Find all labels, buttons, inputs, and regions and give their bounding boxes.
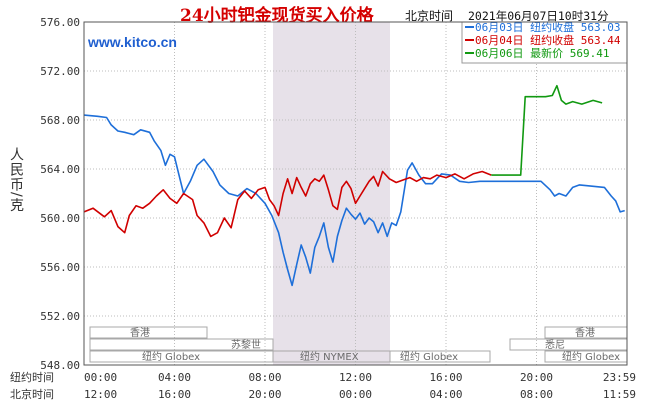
market-sydney: 悉尼 <box>545 339 565 351</box>
x-tick-label-bj: 04:00 <box>429 388 462 401</box>
x-tick-label-bj: 16:00 <box>158 388 191 401</box>
y-tick-label: 560.00 <box>40 212 80 225</box>
x-tick-label-bj: 12:00 <box>84 388 117 401</box>
y-tick-label: 552.00 <box>40 310 80 323</box>
market-ny-globex-mid: 纽约 Globex <box>400 350 458 363</box>
x-tick-label-ny: 00:00 <box>84 371 117 384</box>
series-line-1 <box>83 114 625 287</box>
market-ny-globex-left: 纽约 Globex <box>142 350 200 363</box>
market-ny-nymex: 纽约 NYMEX <box>300 350 359 363</box>
market-hongkong: 香港 <box>130 327 150 339</box>
y-axis-ticks: 576.00 572.00 568.00 564.00 560.00 556.00 552.… <box>40 16 80 372</box>
x-tick-label-ny: 04:00 <box>158 371 191 384</box>
plot-frame <box>83 21 628 366</box>
y-tick-label: 572.00 <box>40 65 80 78</box>
y-tick-label: 548.00 <box>40 359 80 372</box>
legend-entry: 06月03日 纽约收盘 563.03 <box>475 20 620 34</box>
legend-entry: 06月04日 纽约收盘 563.44 <box>475 33 621 47</box>
x-axis-row2-label: 北京时间 <box>10 387 54 401</box>
x-tick-label-bj: 11:59 <box>603 388 636 401</box>
market-ny-globex-right: 纽约 Globex <box>562 350 620 363</box>
gridlines <box>84 22 627 365</box>
x-tick-label-ny: 12:00 <box>339 371 372 384</box>
hongkong-box <box>89 326 208 339</box>
legend-entry: 06月06日 最新价 569.41 <box>475 46 609 60</box>
series-line-3 <box>491 84 603 176</box>
x-tick-label-ny: 08:00 <box>248 371 281 384</box>
market-hongkong-right: 香港 <box>575 327 595 339</box>
x-tick-label-bj: 00:00 <box>339 388 372 401</box>
x-axis-row1-label: 纽约时间 <box>10 370 54 384</box>
y-tick-label: 564.00 <box>40 163 80 176</box>
timestamp: 2021年06月07日10时31分 <box>468 9 609 23</box>
x-tick-label-bj: 08:00 <box>520 388 553 401</box>
nymex-session-shade <box>273 22 390 365</box>
chart-title: 24小时钯金现货买入价格 <box>180 5 375 26</box>
series-lines <box>83 84 625 287</box>
series-line-2 <box>83 170 492 238</box>
x-tick-label-ny: 16:00 <box>429 371 462 384</box>
x-tick-label-ny: 23:59 <box>603 371 636 384</box>
y-tick-label: 556.00 <box>40 261 80 274</box>
x-axis-ticks: 00:00 12:00 04:00 16:00 08:00 20:00 12:00 00:00… <box>84 371 636 401</box>
market-sessions: 香港 苏黎世 纽约 Globex 纽约 NYMEX 纽约 Globex 香港 悉… <box>89 326 628 363</box>
y-tick-label: 568.00 <box>40 114 80 127</box>
x-tick-label-ny: 20:00 <box>520 371 553 384</box>
zurich-box <box>89 338 274 351</box>
y-tick-label: 576.00 <box>40 16 80 29</box>
x-tick-label-bj: 20:00 <box>248 388 281 401</box>
market-zurich: 苏黎世 <box>231 338 261 351</box>
y-axis-label: 人民币/克 <box>8 147 24 213</box>
watermark: www.kitco.cn <box>87 34 177 50</box>
timezone-label: 北京时间 <box>405 9 453 23</box>
sydney-box <box>509 338 628 351</box>
globex-box-mid <box>389 350 491 363</box>
